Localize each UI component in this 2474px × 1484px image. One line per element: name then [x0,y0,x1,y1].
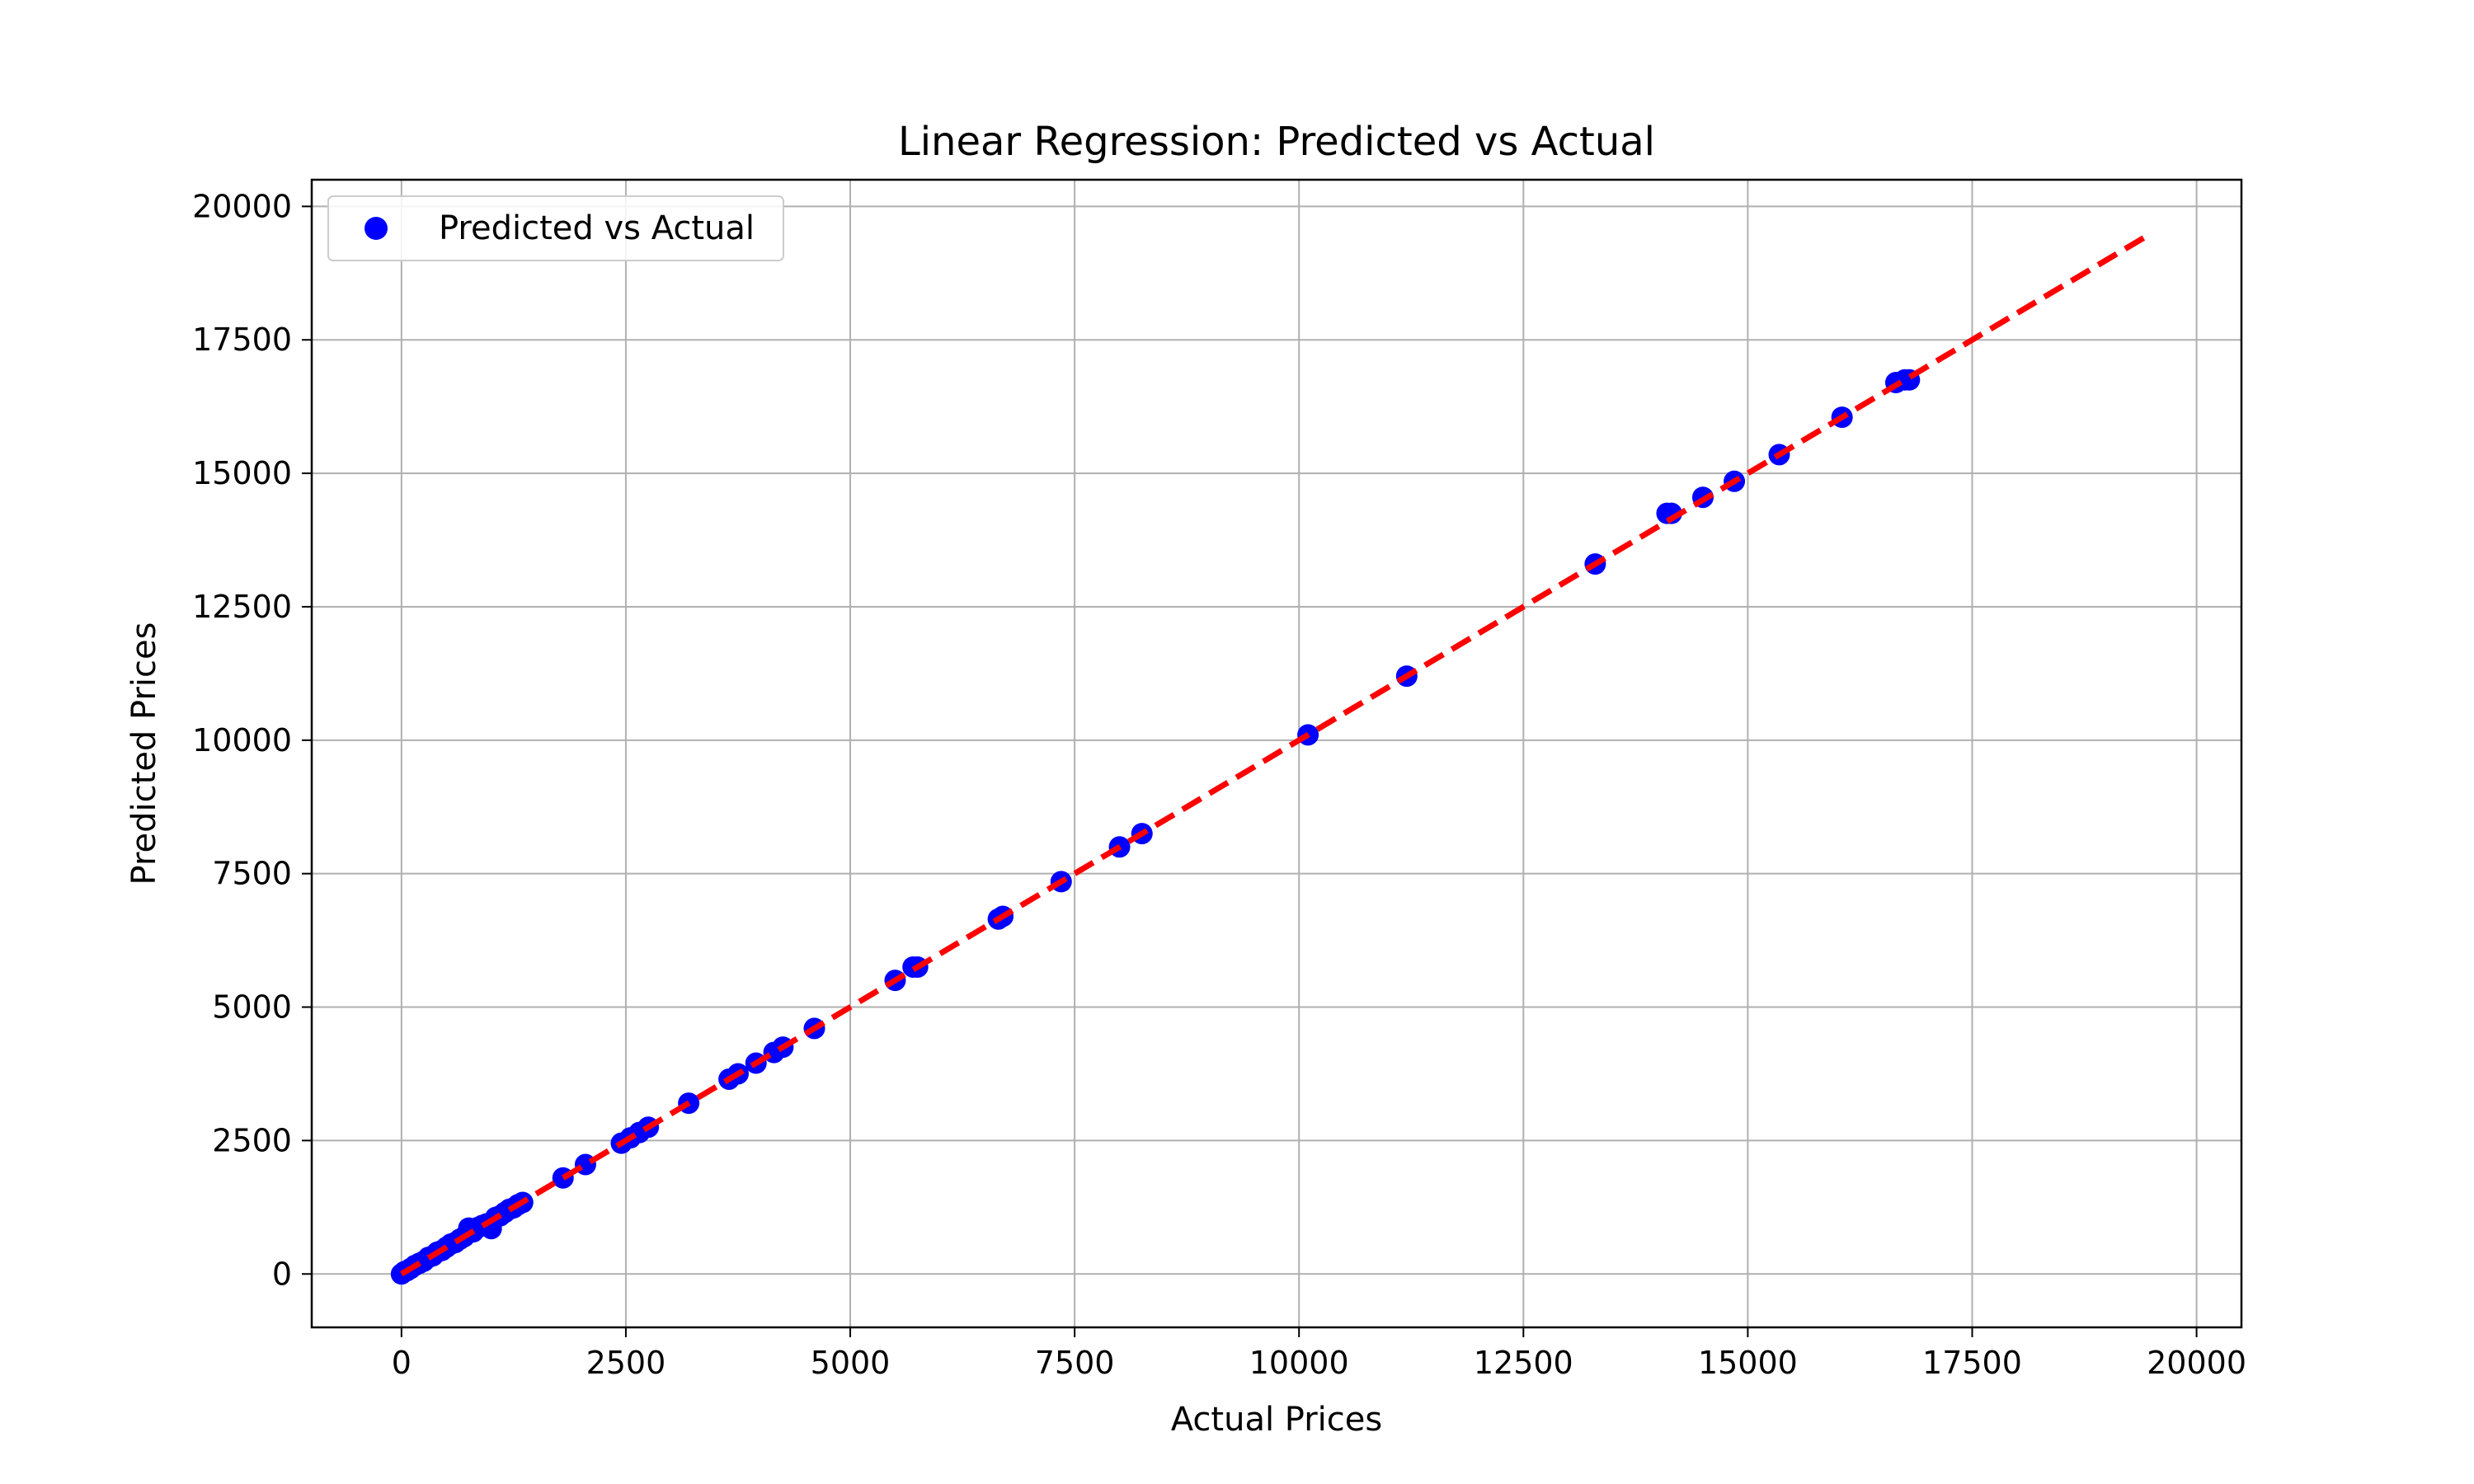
y-tick-label: 17500 [192,322,292,358]
y-tick-label: 2500 [212,1122,292,1158]
y-tick-label: 20000 [192,188,292,224]
y-axis-label: Predicted Prices [125,622,163,885]
chart-title: Linear Regression: Predicted vs Actual [898,119,1655,165]
x-tick-label: 17500 [1922,1345,2022,1381]
y-tick-label: 12500 [192,589,292,625]
x-tick-label: 20000 [2147,1345,2246,1381]
x-tick-label: 0 [392,1345,412,1381]
y-axis-ticks: 0 2500 5000 7500 10000 12500 15000 17500 20000 [192,188,312,1292]
y-tick-label: 10000 [192,722,292,758]
y-tick-label: 5000 [212,989,292,1026]
legend-label: Predicted vs Actual [439,209,755,247]
plot-content [390,230,2153,1285]
x-tick-label: 10000 [1249,1345,1349,1381]
x-tick-label: 5000 [811,1345,891,1381]
x-axis-ticks: 0 2500 5000 7500 10000 12500 15000 17500 20000 [392,1327,2246,1381]
x-tick-label: 15000 [1698,1345,1798,1381]
legend: Predicted vs Actual [327,195,784,261]
regression-line [400,230,2153,1277]
x-tick-label: 7500 [1035,1345,1115,1381]
x-tick-label: 12500 [1474,1345,1573,1381]
plot-frame [310,178,2243,1329]
legend-marker [365,217,388,240]
x-tick-label: 2500 [586,1345,666,1381]
legend-box [327,195,784,261]
y-tick-label: 0 [272,1256,292,1292]
x-axis-label: Actual Prices [1171,1401,1382,1439]
y-tick-label: 15000 [192,455,292,491]
y-tick-label: 7500 [212,856,292,892]
